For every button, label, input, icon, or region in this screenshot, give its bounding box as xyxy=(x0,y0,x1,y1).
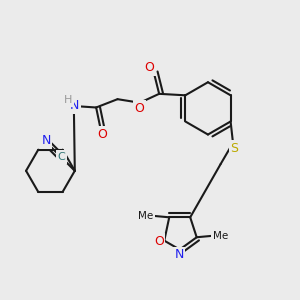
Text: Me: Me xyxy=(213,231,228,241)
Text: N: N xyxy=(70,99,80,112)
Text: C: C xyxy=(58,152,66,162)
Text: O: O xyxy=(154,235,164,248)
Text: N: N xyxy=(174,248,184,261)
Text: O: O xyxy=(134,102,144,115)
Text: O: O xyxy=(145,61,154,74)
Text: S: S xyxy=(230,142,238,155)
Text: Me: Me xyxy=(138,211,153,221)
Text: H: H xyxy=(64,95,72,105)
Text: N: N xyxy=(41,134,51,147)
Text: O: O xyxy=(97,128,107,141)
